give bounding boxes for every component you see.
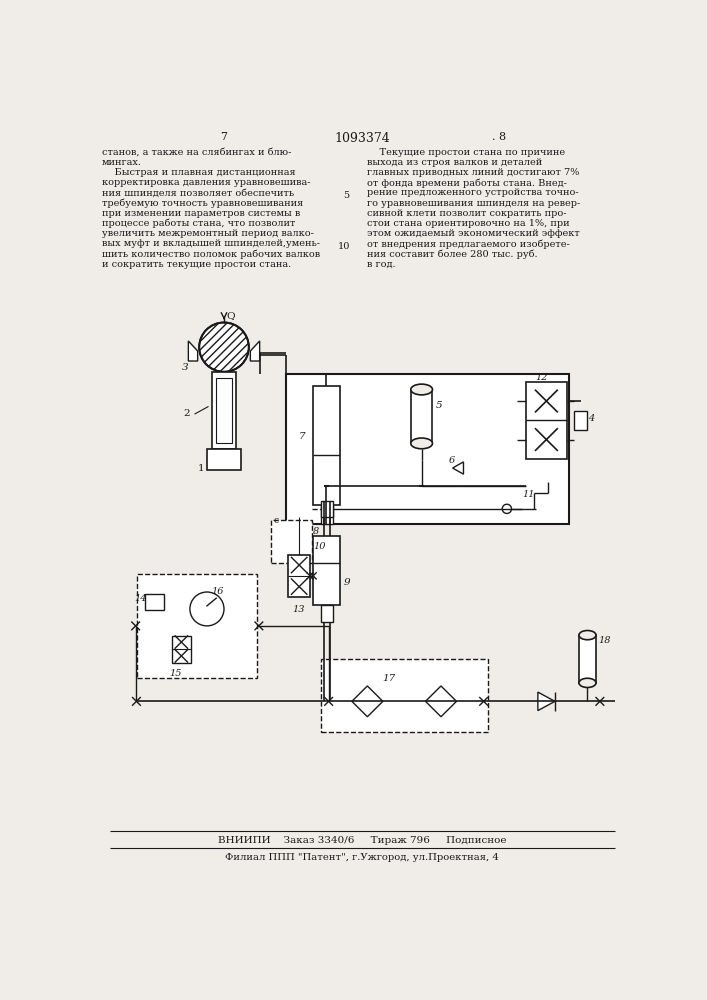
Text: увеличить межремонтный период валко-: увеличить межремонтный период валко- bbox=[102, 229, 313, 238]
Ellipse shape bbox=[579, 678, 596, 687]
Bar bbox=[271, 520, 312, 563]
Text: 12: 12 bbox=[535, 373, 548, 382]
Text: c: c bbox=[274, 516, 279, 525]
Text: Быстрая и плавная дистанционная: Быстрая и плавная дистанционная bbox=[102, 168, 296, 177]
Bar bbox=[579, 635, 596, 683]
Text: ния шпинделя позволяет обеспечить: ния шпинделя позволяет обеспечить bbox=[102, 188, 293, 197]
Text: Q: Q bbox=[226, 311, 235, 320]
Text: стои стана ориентировочно на 1%, при: стои стана ориентировочно на 1%, при bbox=[368, 219, 570, 228]
Bar bbox=[172, 636, 192, 663]
Text: 14: 14 bbox=[134, 594, 146, 603]
Polygon shape bbox=[352, 686, 383, 717]
Circle shape bbox=[502, 504, 512, 513]
Bar bbox=[526, 382, 566, 459]
Text: 18: 18 bbox=[598, 636, 611, 645]
Bar bbox=[137, 574, 257, 678]
Text: 11: 11 bbox=[522, 490, 535, 499]
Text: 8: 8 bbox=[313, 527, 320, 536]
Bar bbox=[313, 386, 340, 505]
Bar bbox=[411, 389, 433, 443]
Text: сивной клети позволит сократить про-: сивной клети позволит сократить про- bbox=[368, 209, 567, 218]
Text: и сократить текущие простои стана.: и сократить текущие простои стана. bbox=[102, 260, 291, 269]
Text: 7: 7 bbox=[221, 132, 228, 142]
Text: . 8: . 8 bbox=[492, 132, 506, 142]
Text: требуемую точность уравновешивания: требуемую точность уравновешивания bbox=[102, 199, 303, 208]
Text: 2: 2 bbox=[184, 409, 190, 418]
Polygon shape bbox=[452, 462, 464, 474]
Text: в год.: в год. bbox=[368, 260, 396, 269]
Text: ния составит более 280 тыс. руб.: ния составит более 280 тыс. руб. bbox=[368, 249, 538, 259]
Bar bbox=[286, 374, 569, 524]
Ellipse shape bbox=[579, 631, 596, 640]
Polygon shape bbox=[538, 692, 555, 711]
Polygon shape bbox=[188, 341, 198, 361]
Bar bbox=[216, 378, 232, 443]
Text: ВНИИПИ    Заказ 3340/6     Тираж 796     Подписное: ВНИИПИ Заказ 3340/6 Тираж 796 Подписное bbox=[218, 836, 506, 845]
Text: выхода из строя валков и деталей: выхода из строя валков и деталей bbox=[368, 158, 543, 167]
Text: 6: 6 bbox=[449, 456, 455, 465]
Text: мингах.: мингах. bbox=[102, 158, 141, 167]
Bar bbox=[321, 605, 332, 622]
Text: главных приводных линий достигают 7%: главных приводных линий достигают 7% bbox=[368, 168, 580, 177]
Text: 16: 16 bbox=[211, 587, 223, 596]
Text: вых муфт и вкладышей шпинделей,умень-: вых муфт и вкладышей шпинделей,умень- bbox=[102, 239, 320, 248]
Text: 1: 1 bbox=[198, 464, 204, 473]
Text: при изменении параметров системы в: при изменении параметров системы в bbox=[102, 209, 300, 218]
Text: станов, а также на слябингах и блю-: станов, а также на слябингах и блю- bbox=[102, 148, 291, 157]
Bar bbox=[574, 411, 587, 430]
Polygon shape bbox=[426, 686, 457, 717]
Ellipse shape bbox=[411, 384, 433, 395]
Text: шить количество поломок рабочих валков: шить количество поломок рабочих валков bbox=[102, 249, 320, 259]
Circle shape bbox=[199, 323, 249, 372]
Bar bbox=[207, 449, 241, 470]
Text: 10: 10 bbox=[313, 542, 326, 551]
Polygon shape bbox=[250, 341, 259, 361]
Text: процессе работы стана, что позволит: процессе работы стана, что позволит bbox=[102, 219, 295, 228]
Text: Филиал ППП "Патент", г.Ужгород, ул.Проектная, 4: Филиал ППП "Патент", г.Ужгород, ул.Проек… bbox=[225, 853, 499, 862]
Text: 5: 5 bbox=[436, 401, 442, 410]
Bar bbox=[321, 505, 332, 524]
Text: 3: 3 bbox=[182, 363, 189, 372]
Text: корректировка давления уравновешива-: корректировка давления уравновешива- bbox=[102, 178, 310, 187]
Text: 10: 10 bbox=[338, 242, 350, 251]
Text: 15: 15 bbox=[170, 669, 182, 678]
Text: 4: 4 bbox=[588, 414, 595, 423]
Text: 13: 13 bbox=[292, 605, 305, 614]
Text: го уравновешивания шпинделя на ревер-: го уравновешивания шпинделя на ревер- bbox=[368, 199, 580, 208]
Bar bbox=[321, 501, 333, 517]
Text: 7: 7 bbox=[299, 432, 306, 441]
Circle shape bbox=[190, 592, 224, 626]
Bar bbox=[313, 536, 340, 605]
Text: Текущие простои стана по причине: Текущие простои стана по причине bbox=[368, 148, 566, 157]
Text: 9: 9 bbox=[344, 578, 351, 587]
Text: от внедрения предлагаемого изобрете-: от внедрения предлагаемого изобрете- bbox=[368, 239, 570, 249]
Bar bbox=[145, 594, 164, 610]
Ellipse shape bbox=[411, 438, 433, 449]
Bar bbox=[288, 555, 310, 597]
Text: рение предложенного устройства точно-: рение предложенного устройства точно- bbox=[368, 188, 579, 197]
Text: этом ожидаемый экономический эффект: этом ожидаемый экономический эффект bbox=[368, 229, 580, 238]
Bar bbox=[211, 372, 236, 449]
Bar bbox=[321, 659, 488, 732]
Text: от фонда времени работы стана. Внед-: от фонда времени работы стана. Внед- bbox=[368, 178, 567, 188]
Text: 17: 17 bbox=[382, 674, 396, 683]
Text: 1093374: 1093374 bbox=[334, 132, 390, 145]
Text: 5: 5 bbox=[344, 191, 349, 200]
